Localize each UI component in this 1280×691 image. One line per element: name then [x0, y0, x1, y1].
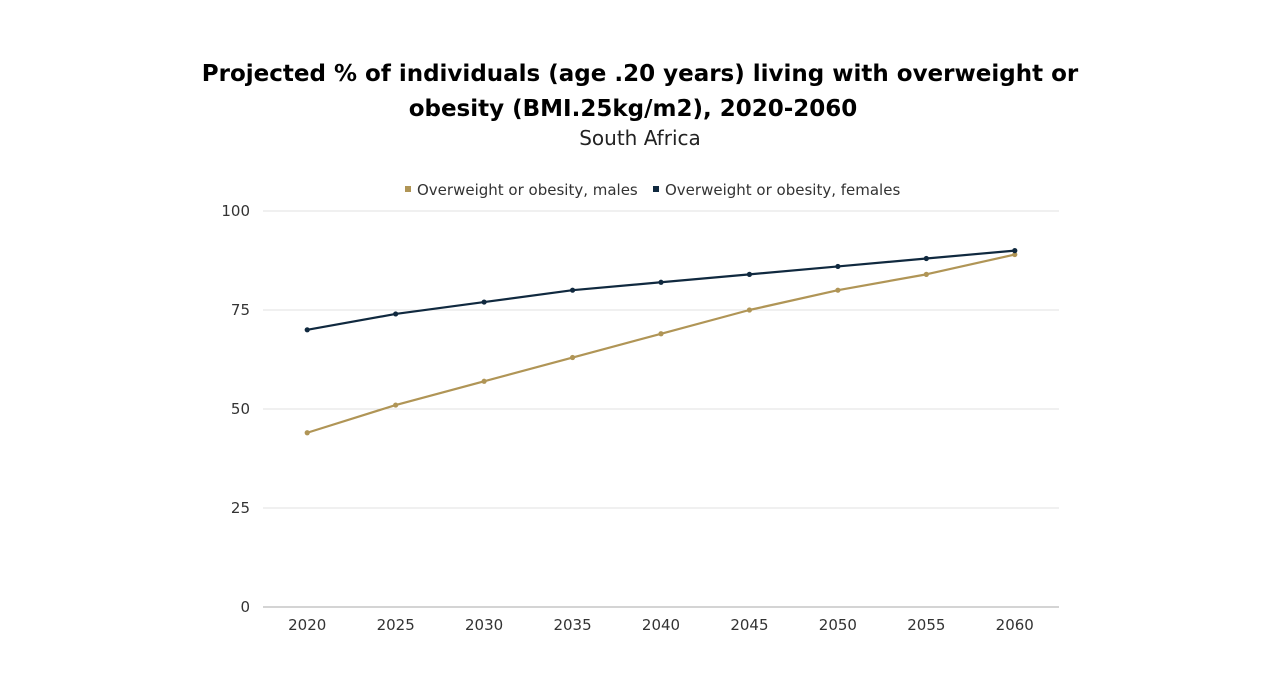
- data-point-females: [746, 271, 753, 277]
- x-tick-label: 2050: [819, 616, 857, 634]
- data-point-males: [835, 287, 841, 293]
- data-point-males: [481, 378, 487, 384]
- x-tick-label: 2035: [553, 616, 591, 634]
- x-axis: 2020 2025 2030 2035 2040 2045 2050 2055 2060: [263, 606, 1059, 634]
- data-point-females: [923, 255, 929, 262]
- data-point-males: [1012, 251, 1018, 258]
- series-line-females: [307, 249, 1015, 331]
- chart-title-line-1: Projected % of individuals (age .20 year…: [202, 61, 1079, 87]
- chart-title-line-2: obesity (BMI.25kg/m2), 2020-2060: [409, 96, 858, 122]
- data-point-males: [393, 402, 399, 408]
- data-point-males: [304, 430, 310, 436]
- data-point-females: [304, 327, 310, 333]
- data-point-males: [923, 271, 929, 277]
- series: [304, 248, 1018, 436]
- data-point-females: [481, 299, 487, 305]
- chart-subtitle: South Africa: [579, 126, 701, 150]
- data-point-females: [569, 287, 576, 293]
- data-point-females: [835, 263, 841, 270]
- x-tick-label: 2040: [642, 616, 680, 634]
- data-point-females: [393, 311, 399, 317]
- legend-label-females: Overweight or obesity, females: [665, 181, 900, 199]
- x-tick-label: 2060: [996, 616, 1034, 634]
- x-tick-label: 2030: [465, 616, 503, 634]
- data-point-females: [658, 279, 664, 285]
- legend-label-males: Overweight or obesity, males: [417, 181, 638, 199]
- y-tick-label: 0: [240, 598, 250, 616]
- y-axis: 0 25 50 75 100: [221, 202, 250, 616]
- x-tick-label: 2020: [288, 616, 326, 634]
- data-point-females: [1012, 248, 1018, 254]
- y-tick-label: 75: [231, 301, 250, 319]
- y-tick-label: 50: [231, 400, 250, 418]
- data-point-males: [569, 354, 576, 361]
- y-tick-label: 25: [231, 499, 250, 517]
- y-tick-label: 100: [221, 202, 250, 220]
- data-point-males: [746, 307, 753, 313]
- legend-marker-males: [405, 186, 411, 192]
- x-tick-label: 2045: [730, 616, 768, 634]
- data-point-males: [658, 331, 664, 337]
- legend: Overweight or obesity, males Overweight …: [405, 181, 900, 199]
- legend-marker-females: [653, 186, 659, 192]
- x-tick-label: 2025: [377, 616, 415, 634]
- gridlines: [263, 210, 1059, 509]
- x-tick-label: 2055: [907, 616, 945, 634]
